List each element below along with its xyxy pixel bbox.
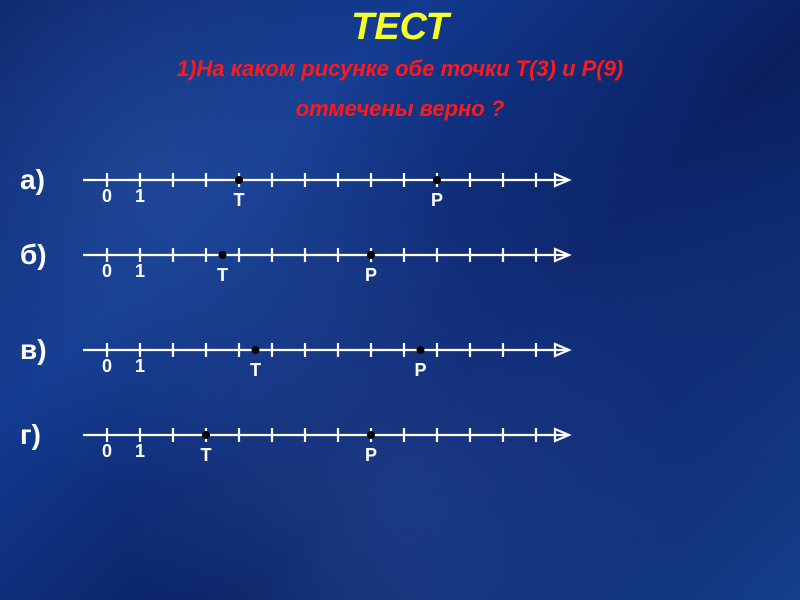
option-label-b: б) [20,239,47,271]
axis-label-g-2: Т [201,445,212,465]
point-g-1 [367,431,375,439]
axis-label-a-1: 1 [135,186,145,206]
axis-label-b-2: Т [217,265,228,285]
number-line-v: 0 1 Т Р [75,330,575,400]
point-a-0 [235,176,243,184]
question-line2: отмечены верно ? [0,96,800,122]
axis-label-b-1: 1 [135,261,145,281]
axis-label-v-3: Р [414,360,426,380]
point-g-0 [202,431,210,439]
question-line1: 1)На каком рисунке обе точки Т(3) и Р(9) [0,56,800,82]
point-v-0 [252,346,260,354]
number-line-a: 0 1 Т Р [75,160,575,230]
axis-label-b-0: 0 [102,261,112,281]
option-label-g: г) [20,419,41,451]
number-line-b: 0 1 Т Р [75,235,575,305]
axis-label-b-3: Р [365,265,377,285]
point-b-0 [219,251,227,259]
axis-label-g-0: 0 [102,441,112,461]
test-title: ТЕСТ [0,6,800,49]
axis-label-g-1: 1 [135,441,145,461]
axis-label-a-3: Р [431,190,443,210]
axis-label-a-2: Т [234,190,245,210]
axis-label-v-0: 0 [102,356,112,376]
option-label-a: а) [20,164,45,196]
axis-label-a-0: 0 [102,186,112,206]
axis-label-v-1: 1 [135,356,145,376]
point-v-1 [417,346,425,354]
axis-label-v-2: Т [250,360,261,380]
axis-label-g-3: Р [365,445,377,465]
option-label-v: в) [20,334,47,366]
point-a-1 [433,176,441,184]
number-line-g: 0 1 Т Р [75,415,575,485]
point-b-1 [367,251,375,259]
